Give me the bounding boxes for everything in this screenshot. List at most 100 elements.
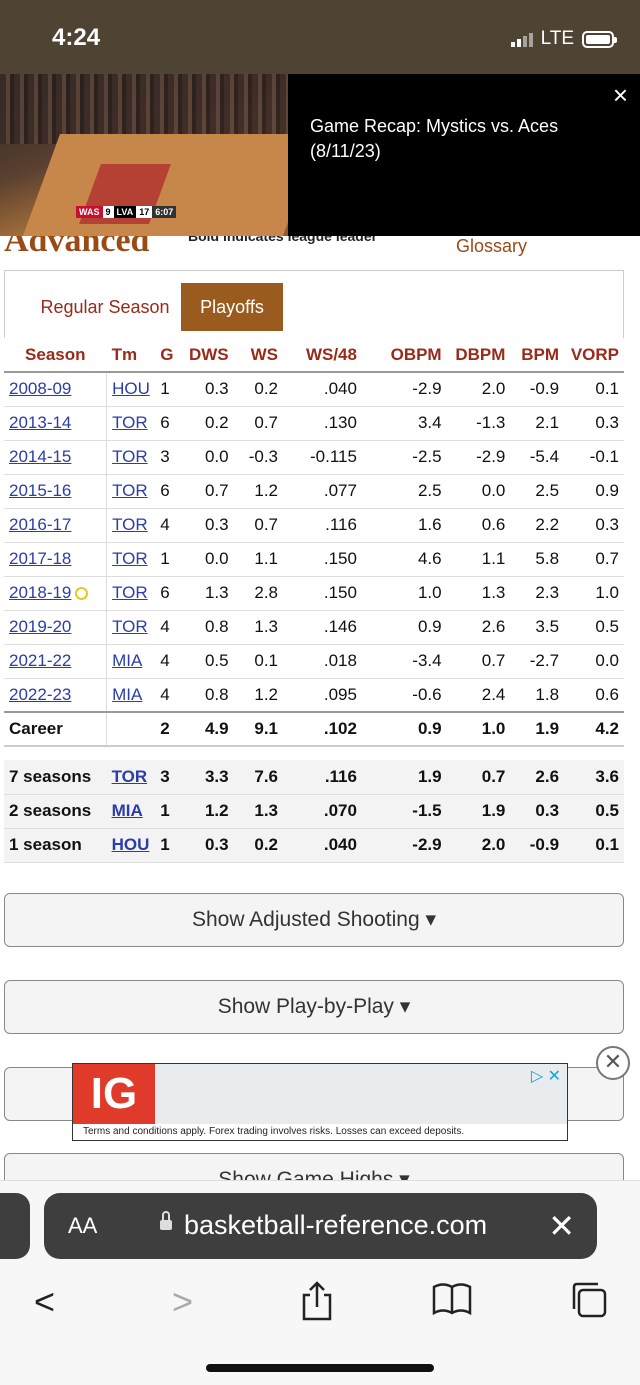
col-bpm[interactable]: BPM (510, 338, 565, 373)
career-row: Career 2 4.9 9.1.102 0.9 1.0 1.9 4.2 (4, 711, 624, 747)
cell-season[interactable]: 2022-23 (4, 678, 107, 713)
video-title[interactable]: Game Recap: Mystics vs. Aces (8/11/23) (310, 116, 559, 161)
cell-team-link[interactable]: HOU (112, 379, 150, 399)
col-season[interactable]: Season (4, 338, 107, 373)
share-icon[interactable] (300, 1281, 334, 1326)
cell-team[interactable]: TOR (106, 440, 161, 475)
cell-team[interactable]: TOR (106, 406, 161, 441)
address-bar[interactable]: AA basketball-reference.com ✕ (44, 1193, 597, 1259)
cell-team[interactable]: HOU (106, 372, 161, 407)
adchoices-icon[interactable]: ▷ ✕ (530, 1068, 561, 1085)
cell-team-link[interactable]: TOR (112, 617, 148, 636)
table-row: 2022-23 MIA 4 0.8 1.2.095 -0.6 2.4 1.8 0.6 (4, 678, 624, 713)
reader-settings-button[interactable]: AA (68, 1213, 98, 1238)
cell-bpm: -2.7 (510, 644, 565, 679)
col-dws[interactable]: DWS (174, 338, 234, 373)
regular-season-tab[interactable]: Regular Season (40, 297, 170, 317)
show-play-by-play-button[interactable]: Show Play-by-Play ▾ (4, 980, 624, 1034)
close-icon[interactable]: × (612, 80, 628, 110)
cell-team-link[interactable]: TOR (112, 515, 148, 534)
cell-team[interactable]: TOR (106, 542, 161, 577)
ig-logo[interactable]: IG (73, 1064, 155, 1124)
summary-team-link[interactable]: MIA (111, 801, 143, 820)
summary-team[interactable]: MIA (106, 794, 161, 829)
cell-team-link[interactable]: MIA (112, 684, 143, 704)
cell-games: 4 (160, 644, 175, 679)
cell-season-link[interactable]: 2015-16 (9, 481, 72, 500)
cell-season[interactable]: 2015-16 (4, 474, 107, 509)
cell-team[interactable]: MIA (106, 644, 161, 679)
cell-season[interactable]: 2013-14 (4, 406, 107, 441)
cell-team-link[interactable]: TOR (112, 481, 148, 500)
cell-team[interactable]: MIA (106, 678, 161, 713)
summary-team[interactable]: TOR (106, 760, 161, 795)
cell-ws: 0.1 (233, 644, 284, 679)
cell-season-link[interactable]: 2014-15 (9, 447, 72, 466)
cell-season[interactable]: 2017-18 (4, 542, 107, 577)
cell-season[interactable]: 2019-20 (4, 610, 107, 645)
cell-games: 1 (160, 542, 175, 577)
cell-season-link[interactable]: 2021-22 (9, 651, 72, 670)
video-player-banner[interactable]: WAS 9 LVA 17 6:07 Game Recap: Mystics vs… (0, 74, 640, 236)
tabs-icon[interactable] (570, 1281, 608, 1324)
glossary-link[interactable]: Glossary (456, 236, 528, 256)
cell-season[interactable]: 2008-09 (4, 372, 107, 407)
cell-season[interactable]: 2014-15 (4, 440, 107, 475)
cell-season[interactable]: 2016-17 (4, 508, 107, 543)
col-ws48[interactable]: WS/48 (283, 338, 362, 373)
col-ws[interactable]: WS (233, 338, 284, 373)
cell-season-link[interactable]: 2018-19 (9, 583, 72, 602)
cell-obpm: 3.4 (361, 406, 447, 441)
cell-season[interactable]: 2021-22 (4, 644, 107, 679)
playoffs-tab[interactable]: Playoffs (181, 283, 283, 331)
back-icon[interactable]: < (34, 1281, 56, 1322)
forward-icon[interactable]: > (172, 1281, 194, 1322)
table-row: 2017-18 TOR 1 0.0 1.1.150 4.6 1.1 5.8 0.7 (4, 542, 624, 577)
cell-ws48: -0.115 (283, 440, 362, 475)
cell-team-link[interactable]: MIA (112, 651, 143, 670)
summary-games: 1 (160, 828, 175, 863)
cell-team[interactable]: TOR (106, 474, 161, 509)
cell-team-link[interactable]: TOR (112, 583, 148, 602)
cell-season-link[interactable]: 2019-20 (9, 617, 72, 636)
summary-team[interactable]: HOU (106, 828, 161, 863)
cell-season-link[interactable]: 2016-17 (9, 515, 72, 534)
cell-dws: 0.8 (174, 610, 234, 645)
summary-team-link[interactable]: HOU (111, 835, 150, 854)
cell-team-link[interactable]: TOR (112, 447, 148, 466)
cell-team[interactable]: TOR (106, 610, 161, 645)
show-adjusted-shooting-button[interactable]: Show Adjusted Shooting ▾ (4, 893, 624, 947)
col-team[interactable]: Tm (106, 338, 161, 373)
col-games[interactable]: G (160, 338, 175, 373)
cell-team-link[interactable]: TOR (112, 413, 148, 432)
cell-team[interactable]: TOR (106, 508, 161, 543)
col-vorp[interactable]: VORP (564, 338, 624, 373)
cell-bpm: 2.3 (510, 576, 565, 611)
home-indicator[interactable] (206, 1364, 434, 1372)
summary-seasons: 2 seasons (4, 794, 107, 829)
ad-close-icon[interactable]: ✕ (596, 1046, 630, 1080)
cell-season-link[interactable]: 2022-23 (9, 684, 72, 704)
spacer-row (4, 746, 624, 760)
close-icon[interactable]: ✕ (548, 1208, 575, 1244)
cell-season-link[interactable]: 2013-14 (9, 413, 72, 432)
cell-dbpm: 0.7 (446, 644, 511, 679)
bookmarks-icon[interactable] (432, 1281, 472, 1320)
cell-season-link[interactable]: 2008-09 (9, 379, 72, 399)
summary-team-link[interactable]: TOR (111, 766, 148, 786)
advertisement[interactable]: IG ▷ ✕ Terms and conditions apply. Forex… (72, 1063, 568, 1141)
cell-ws48: .018 (283, 644, 362, 679)
cell-team[interactable]: TOR (106, 576, 161, 611)
cell-bpm: 2.2 (510, 508, 565, 543)
cell-team-link[interactable]: TOR (112, 549, 148, 568)
cell-season-link[interactable]: 2017-18 (9, 549, 72, 568)
previous-tab-preview[interactable] (0, 1193, 30, 1259)
cell-dbpm: 2.0 (446, 372, 511, 407)
col-obpm[interactable]: OBPM (361, 338, 447, 373)
video-thumbnail[interactable]: WAS 9 LVA 17 6:07 (0, 74, 288, 236)
cell-ws: 0.7 (233, 508, 284, 543)
url-text[interactable]: basketball-reference.com (184, 1210, 488, 1240)
col-dbpm[interactable]: DBPM (446, 338, 511, 373)
cell-season[interactable]: 2018-19 (4, 576, 107, 611)
summary-games: 3 (160, 760, 175, 795)
